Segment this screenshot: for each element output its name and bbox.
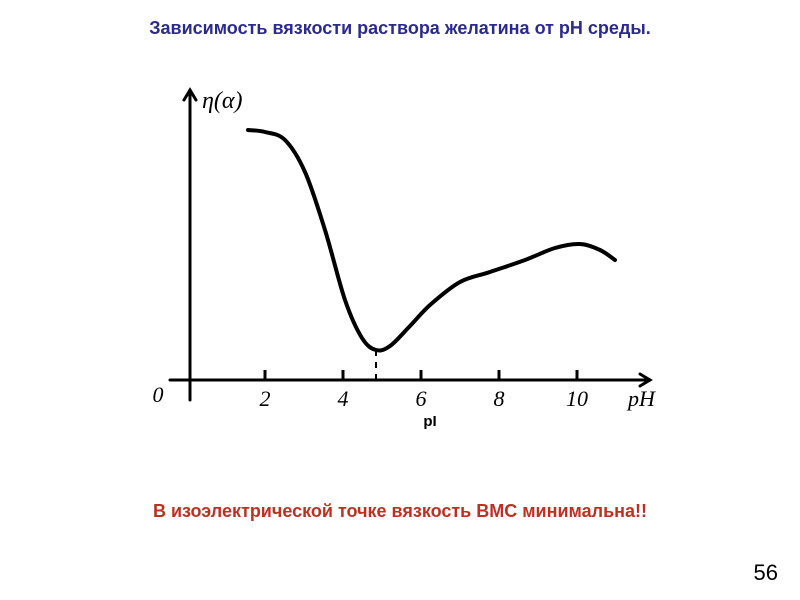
svg-text:η(α): η(α) — [202, 88, 243, 114]
svg-text:0: 0 — [153, 382, 164, 407]
pi-label: pI — [380, 413, 480, 430]
page-number: 56 — [754, 560, 778, 586]
svg-text:4: 4 — [338, 386, 349, 411]
svg-text:8: 8 — [494, 386, 505, 411]
svg-text:6: 6 — [416, 386, 427, 411]
svg-text:pH: pH — [626, 386, 656, 411]
footer-note: В изоэлектрической точке вязкость ВМС ми… — [0, 501, 800, 522]
viscosity-chart: 0 η(α) pH 2 4 6 8 10 pI — [130, 80, 670, 440]
svg-text:10: 10 — [566, 386, 588, 411]
chart-svg: 0 η(α) pH 2 4 6 8 10 — [130, 80, 670, 440]
svg-text:2: 2 — [260, 386, 271, 411]
slide-title: Зависимость вязкости раствора желатина о… — [0, 18, 800, 39]
